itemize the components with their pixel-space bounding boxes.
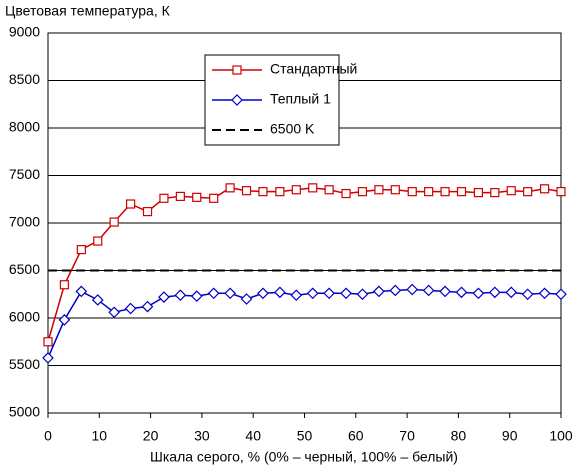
marker <box>556 187 566 197</box>
marker <box>42 352 54 364</box>
marker <box>456 187 467 197</box>
marker <box>422 284 435 297</box>
marker <box>324 185 334 195</box>
marker <box>424 187 434 197</box>
y-tick-label: 8500 <box>9 71 40 87</box>
marker <box>125 199 136 209</box>
x-tick-label: 0 <box>44 428 52 444</box>
y-tick-label: 6000 <box>9 309 40 325</box>
marker <box>93 236 103 246</box>
legend-label: Теплый 1 <box>270 91 331 107</box>
series-line <box>47 288 562 359</box>
legend-label: Стандартный <box>270 61 357 77</box>
marker <box>389 284 402 297</box>
y-tick-label: 9000 <box>9 24 40 40</box>
marker <box>109 217 119 227</box>
marker <box>357 187 368 197</box>
legend-marker <box>231 94 243 106</box>
marker <box>455 286 468 299</box>
marker <box>258 187 268 197</box>
marker <box>192 192 202 202</box>
marker <box>159 193 169 203</box>
x-tick-label: 70 <box>399 428 415 444</box>
x-tick-label: 90 <box>502 428 518 444</box>
marker <box>75 285 88 298</box>
marker <box>224 287 236 300</box>
marker <box>308 183 318 193</box>
marker <box>340 287 352 300</box>
marker <box>291 185 301 195</box>
marker <box>505 286 518 299</box>
marker <box>523 187 533 197</box>
x-tick-label: 50 <box>297 428 313 444</box>
marker <box>174 289 187 302</box>
x-tick-label: 80 <box>451 428 467 444</box>
chart-title: Цветовая температура, К <box>5 3 171 19</box>
marker <box>142 207 153 217</box>
marker <box>124 302 137 315</box>
marker <box>473 188 484 198</box>
marker <box>356 288 369 301</box>
marker <box>506 186 516 196</box>
marker <box>555 288 567 301</box>
plot-border <box>47 32 562 414</box>
x-tick-label: 40 <box>245 428 261 444</box>
marker <box>175 191 185 201</box>
y-tick-label: 7000 <box>9 214 40 230</box>
marker <box>76 245 86 255</box>
legend-marker <box>232 65 242 75</box>
marker <box>538 287 551 300</box>
marker <box>539 184 550 194</box>
x-tick-label: 60 <box>348 428 364 444</box>
marker <box>225 183 235 193</box>
y-tick-label: 5500 <box>9 356 40 372</box>
marker <box>240 293 253 305</box>
marker <box>91 294 104 306</box>
marker <box>440 187 450 197</box>
marker <box>158 291 170 303</box>
marker <box>190 290 203 302</box>
marker <box>59 280 70 290</box>
marker <box>108 306 121 319</box>
marker <box>490 188 500 198</box>
marker <box>472 287 485 300</box>
y-tick-label: 7500 <box>9 166 40 182</box>
marker <box>323 287 335 300</box>
marker <box>43 337 53 347</box>
x-tick-label: 30 <box>194 428 210 444</box>
x-tick-label: 20 <box>143 428 159 444</box>
marker <box>373 285 385 298</box>
marker <box>209 193 219 203</box>
marker <box>390 185 400 195</box>
marker <box>439 285 451 298</box>
marker <box>406 283 419 296</box>
marker <box>290 289 303 302</box>
y-tick-label: 6500 <box>9 261 40 277</box>
marker <box>341 188 351 199</box>
x-tick-label: 100 <box>549 428 573 444</box>
marker <box>274 286 286 299</box>
marker <box>207 287 220 300</box>
x-tick-label: 10 <box>92 428 108 444</box>
marker <box>257 287 269 300</box>
series-line <box>47 187 562 342</box>
marker <box>488 286 501 299</box>
marker <box>407 187 417 197</box>
marker <box>58 314 71 326</box>
legend-label: 6500 K <box>270 121 315 137</box>
marker <box>141 300 154 313</box>
marker <box>241 186 252 196</box>
y-tick-label: 5000 <box>9 404 40 420</box>
marker <box>306 287 319 300</box>
marker <box>374 185 384 195</box>
x-axis-label: Шкала серого, % (0% – черный, 100% – бел… <box>150 449 458 465</box>
marker <box>275 187 285 197</box>
marker <box>521 288 534 301</box>
y-tick-label: 8000 <box>9 119 40 135</box>
